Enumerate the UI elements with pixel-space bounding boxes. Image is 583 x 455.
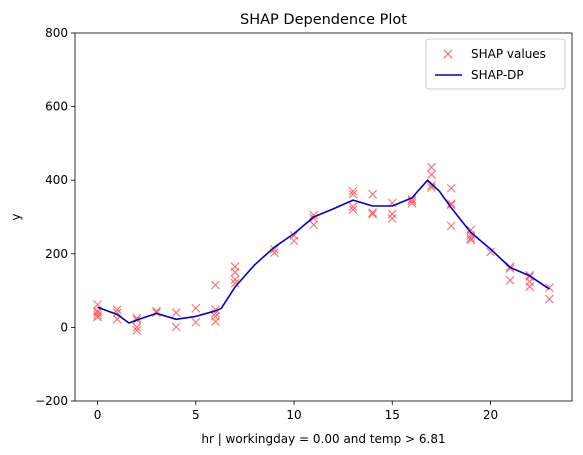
y-tick-label: 600	[45, 100, 68, 114]
scatter-point	[466, 231, 476, 240]
y-tick-label: −200	[35, 394, 68, 408]
scatter-point	[171, 322, 181, 332]
scatter-point	[368, 209, 377, 219]
scatter-point	[309, 210, 319, 220]
scatter-point	[525, 282, 535, 291]
scatter-point	[466, 235, 476, 245]
scatter-point	[387, 214, 397, 223]
scatter-point	[211, 317, 220, 326]
y-tick-label: 0	[60, 320, 68, 334]
scatter-point	[348, 189, 358, 199]
legend-marker-shap-values	[443, 49, 453, 59]
scatter-point	[348, 205, 358, 215]
scatter-point	[446, 183, 456, 193]
scatter-point	[112, 308, 122, 318]
scatter-point	[368, 208, 377, 217]
scatter-point	[93, 308, 102, 318]
scatter-point	[446, 200, 456, 210]
scatter-point	[230, 267, 240, 277]
scatter-point	[211, 280, 220, 290]
scatter-point	[545, 283, 554, 293]
axes: 0 5 10 15 20 −200 0 200 400 600 800	[35, 26, 573, 422]
x-tick-label: 20	[483, 408, 498, 422]
scatter-point	[407, 198, 417, 208]
scatter-point	[427, 162, 436, 172]
plot-frame	[74, 32, 573, 402]
scatter-point	[505, 275, 515, 285]
scatter-point	[230, 278, 240, 288]
scatter-point	[427, 170, 436, 180]
scatter-point	[132, 325, 142, 335]
y-tick-label: 400	[45, 173, 68, 187]
y-tick-label: 800	[45, 26, 68, 40]
scatter-point	[387, 209, 397, 219]
scatter-point	[446, 221, 456, 231]
x-tick-label: 15	[385, 408, 400, 422]
scatter-point	[427, 180, 436, 190]
scatter-point	[270, 244, 279, 254]
scatter-point	[348, 186, 358, 196]
scatter-point	[289, 236, 299, 246]
scatter-point	[446, 199, 456, 209]
scatter-point	[230, 275, 240, 284]
scatter-point	[112, 305, 122, 315]
x-tick-label: 5	[192, 408, 200, 422]
scatter-point	[132, 323, 142, 332]
legend: SHAP values SHAP-DP	[425, 38, 566, 90]
scatter-point	[348, 202, 358, 212]
legend-label-shap-dp: SHAP-DP	[471, 68, 524, 82]
legend-box	[425, 38, 566, 90]
scatter-point	[407, 194, 417, 204]
scatter-point	[93, 310, 102, 320]
scatter-point	[191, 303, 201, 313]
scatter-point	[93, 312, 102, 322]
scatter-point	[191, 317, 201, 327]
series-line-shap-dp	[97, 179, 550, 324]
scatter-point	[368, 189, 377, 199]
scatter-point	[545, 294, 554, 304]
scatter-point	[171, 308, 181, 318]
scatter-point	[486, 247, 495, 257]
scatter-point	[309, 220, 319, 230]
scatter-point	[93, 300, 102, 309]
scatter-point	[525, 277, 535, 287]
x-axis-label: hr | workingday = 0.00 and temp > 6.81	[201, 432, 445, 446]
y-axis-label: y	[9, 213, 23, 220]
plot-area	[93, 162, 554, 335]
x-tick-label: 0	[94, 408, 102, 422]
x-tick-label: 10	[286, 408, 301, 422]
scatter-point	[427, 183, 436, 192]
chart-title: SHAP Dependence Plot	[240, 12, 407, 28]
scatter-point	[211, 305, 220, 315]
legend-label-shap-values: SHAP values	[471, 47, 546, 61]
y-tick-label: 200	[45, 247, 68, 261]
